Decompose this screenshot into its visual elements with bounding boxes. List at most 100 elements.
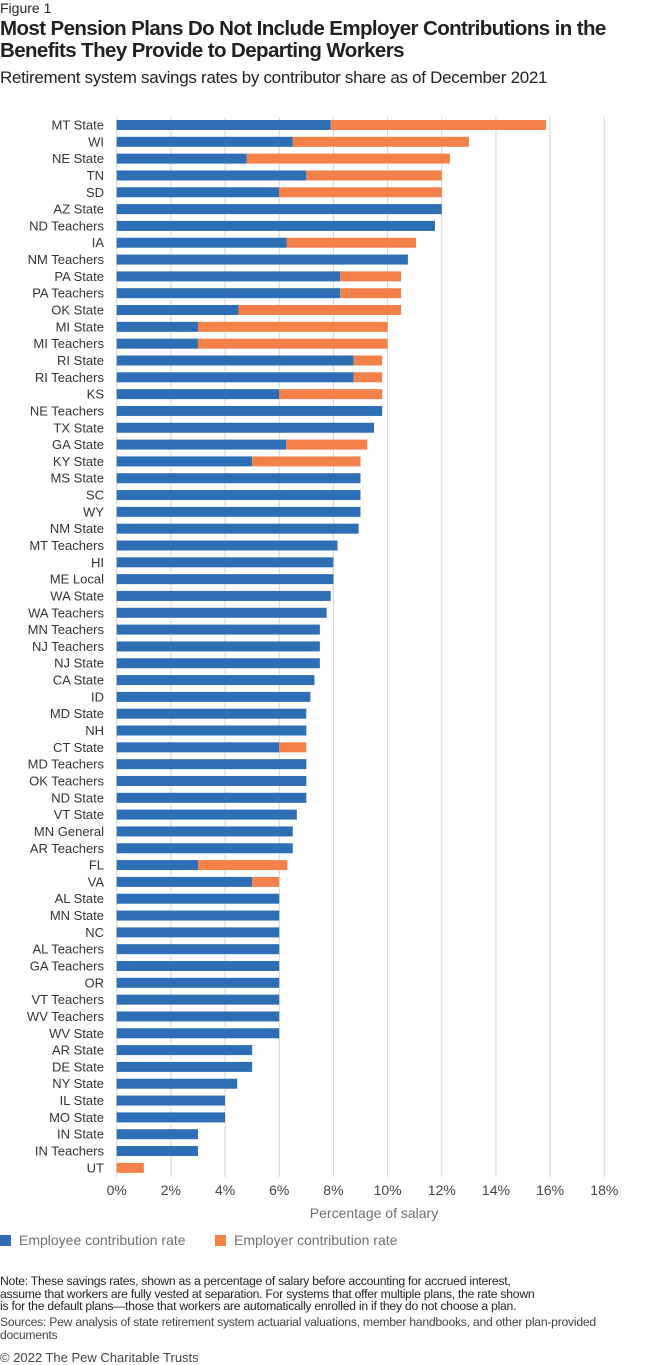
category-label: PA State xyxy=(54,269,104,284)
bar-employee xyxy=(116,691,311,702)
legend-item-employer: Employer contribution rate xyxy=(215,1232,397,1248)
bar-employer xyxy=(353,355,383,366)
x-axis-label: Percentage of salary xyxy=(310,1205,438,1221)
category-label: IA xyxy=(92,235,105,250)
bar-employer xyxy=(340,288,402,299)
x-tick-label: 10% xyxy=(374,1182,402,1198)
x-tick-label: 4% xyxy=(215,1182,235,1198)
category-label: UT xyxy=(87,1160,104,1175)
bar-employee xyxy=(116,641,320,652)
bar-employee xyxy=(116,422,375,433)
bar-employee xyxy=(116,994,280,1005)
category-label: WA State xyxy=(50,588,104,603)
bar-employee xyxy=(116,456,253,467)
bar-employee xyxy=(116,1095,226,1106)
bar-employee xyxy=(116,759,307,770)
bar-employee xyxy=(116,876,253,887)
bar-employee xyxy=(116,355,354,366)
category-label: MO State xyxy=(49,1110,104,1125)
bar-employee xyxy=(116,136,293,147)
bar-employee xyxy=(116,961,280,971)
bar-employer xyxy=(252,876,280,887)
bar-employee xyxy=(116,658,320,669)
bar-employer xyxy=(286,439,368,450)
category-label: MT Teachers xyxy=(29,538,104,553)
bar-employee xyxy=(116,1045,253,1056)
category-label: WA Teachers xyxy=(28,605,104,620)
bar-employee xyxy=(116,305,239,316)
x-tick-label: 2% xyxy=(161,1182,181,1198)
category-label: NJ State xyxy=(54,656,104,671)
bar-employee xyxy=(116,742,280,753)
bar-employee xyxy=(116,708,307,719)
bar-employee xyxy=(116,1078,238,1089)
bar-employer xyxy=(279,187,442,198)
category-label: TN xyxy=(87,168,104,183)
category-label: MN Teachers xyxy=(28,622,105,637)
category-label: NY State xyxy=(52,1076,104,1091)
bar-employer xyxy=(197,321,388,332)
bar-employer xyxy=(353,372,383,383)
category-label: VT Teachers xyxy=(31,992,104,1007)
bar-employee xyxy=(116,237,287,248)
figure-label: Figure 1 xyxy=(0,0,52,16)
category-label: VT State xyxy=(54,807,104,822)
category-label: ND State xyxy=(51,790,104,805)
copyright: © 2022 The Pew Charitable Trusts xyxy=(0,1350,199,1365)
category-label: MT State xyxy=(51,118,104,133)
bar-employer xyxy=(292,136,469,147)
legend-label-employee: Employee contribution rate xyxy=(19,1232,186,1248)
chart-note: Note: These savings rates, shown as a pe… xyxy=(0,1274,535,1313)
category-label: OK Teachers xyxy=(29,773,104,788)
category-label: MD State xyxy=(50,706,104,721)
category-label: GA Teachers xyxy=(30,959,105,974)
category-label: MI State xyxy=(56,319,104,334)
bar-employee xyxy=(116,439,287,450)
bar-employee xyxy=(116,910,280,921)
x-tick-label: 0% xyxy=(107,1182,127,1198)
bar-employee xyxy=(116,893,280,904)
x-tick-label: 6% xyxy=(269,1182,289,1198)
bar-employee xyxy=(116,540,338,551)
category-label: ID xyxy=(91,689,104,704)
category-label: HI xyxy=(91,555,104,570)
bar-employee xyxy=(116,792,307,803)
category-label: GA State xyxy=(52,437,104,452)
category-label: WV State xyxy=(49,1026,104,1041)
chart-subtitle: Retirement system savings rates by contr… xyxy=(0,68,548,87)
bar-employee xyxy=(116,288,341,299)
category-label: DE State xyxy=(52,1059,104,1074)
x-tick-labels: 0% 2% 4% 6% 8% 10% 12% 14% 16% 18% xyxy=(107,1182,619,1198)
bar-employee xyxy=(116,153,247,164)
bar-employee xyxy=(116,170,307,181)
category-label: MS State xyxy=(51,471,104,486)
legend-item-employee: Employee contribution rate xyxy=(0,1232,186,1248)
bar-employee xyxy=(116,389,280,400)
bar-employee xyxy=(116,523,359,534)
category-label: AL Teachers xyxy=(32,942,104,957)
bar-employee xyxy=(116,557,334,568)
bar-employee xyxy=(116,1129,198,1140)
bar-employee xyxy=(116,624,320,635)
category-label: MI Teachers xyxy=(33,336,104,351)
category-label: AR Teachers xyxy=(30,841,105,856)
category-label: NM Teachers xyxy=(28,252,105,267)
category-label: SD xyxy=(86,185,104,200)
bar-employee xyxy=(116,321,198,332)
category-label: IN State xyxy=(57,1127,104,1142)
bar-employee xyxy=(116,775,307,786)
bar-employee xyxy=(116,506,361,517)
category-label: MN General xyxy=(34,824,104,839)
category-label: NE State xyxy=(52,151,104,166)
legend-swatch-employee xyxy=(0,1234,11,1246)
bar-employer xyxy=(252,456,361,467)
bar-employee xyxy=(116,725,307,736)
category-label: NJ Teachers xyxy=(32,639,105,654)
category-label: WY xyxy=(83,504,104,519)
category-label: SC xyxy=(86,488,104,503)
bar-employee xyxy=(116,187,280,198)
bar-employer xyxy=(197,860,288,871)
bar-employee xyxy=(116,590,331,601)
x-tick-label: 14% xyxy=(482,1182,510,1198)
